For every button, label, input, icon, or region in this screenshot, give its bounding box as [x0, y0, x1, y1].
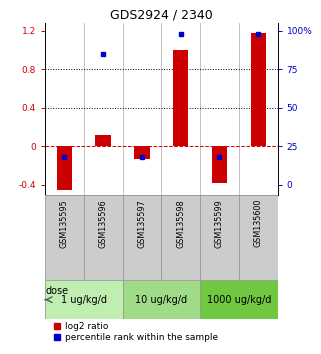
- Bar: [45, 280, 123, 319]
- Bar: [45, 195, 84, 280]
- Bar: [161, 195, 200, 280]
- Bar: [123, 195, 161, 280]
- Bar: [250, 33, 266, 147]
- Text: GSM135598: GSM135598: [176, 199, 185, 247]
- Text: 1 ug/kg/d: 1 ug/kg/d: [61, 295, 107, 305]
- Bar: [123, 280, 200, 319]
- Title: GDS2924 / 2340: GDS2924 / 2340: [110, 9, 213, 22]
- Bar: [173, 50, 188, 147]
- Bar: [84, 195, 123, 280]
- Bar: [200, 280, 278, 319]
- Text: 1000 ug/kg/d: 1000 ug/kg/d: [207, 295, 271, 305]
- Bar: [95, 135, 111, 147]
- Bar: [56, 147, 72, 190]
- Bar: [134, 147, 150, 159]
- Legend: log2 ratio, percentile rank within the sample: log2 ratio, percentile rank within the s…: [54, 322, 218, 342]
- Text: GSM135599: GSM135599: [215, 199, 224, 248]
- Bar: [239, 195, 278, 280]
- Bar: [212, 147, 227, 183]
- Text: GSM135600: GSM135600: [254, 199, 263, 247]
- Text: dose: dose: [46, 286, 69, 296]
- Text: 10 ug/kg/d: 10 ug/kg/d: [135, 295, 187, 305]
- Text: GSM135595: GSM135595: [60, 199, 69, 248]
- Text: GSM135597: GSM135597: [137, 199, 146, 248]
- Text: GSM135596: GSM135596: [99, 199, 108, 247]
- Bar: [200, 195, 239, 280]
